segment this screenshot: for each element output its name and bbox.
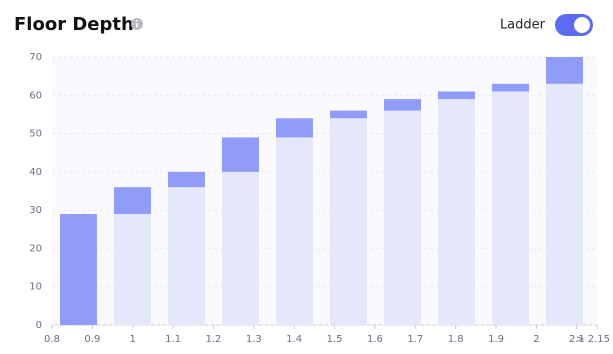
bar-base xyxy=(330,118,367,325)
bar-step xyxy=(60,213,97,325)
bar-base xyxy=(168,187,205,325)
x-tick-label: 1.9 xyxy=(488,334,504,345)
bar-base xyxy=(222,171,259,325)
x-tick-label: 1.3 xyxy=(246,334,262,345)
bar-step xyxy=(492,83,529,92)
y-tick-label: 10 xyxy=(29,282,42,293)
x-tick-label: > 2.15 xyxy=(576,334,610,345)
x-tick-label: 1.7 xyxy=(407,334,423,345)
bar-base xyxy=(438,99,475,325)
bar-base xyxy=(546,83,583,325)
y-tick-label: 50 xyxy=(29,129,42,140)
y-tick-label: 70 xyxy=(29,52,42,63)
x-tick-label: 0.9 xyxy=(84,334,100,345)
bar-base xyxy=(492,91,529,325)
x-tick-label: 1.4 xyxy=(286,334,302,345)
y-tick-label: 40 xyxy=(29,167,42,178)
x-tick-label: 1.5 xyxy=(327,334,343,345)
x-tick-label: 1.8 xyxy=(448,334,464,345)
bar-step xyxy=(330,110,367,119)
bar-step xyxy=(384,99,421,111)
x-tick-label: 2 xyxy=(533,334,539,345)
bar-base xyxy=(114,213,151,325)
bar-step xyxy=(276,118,313,138)
ladder-toggle[interactable] xyxy=(555,14,593,36)
x-tick-label: 0.8 xyxy=(44,334,60,345)
y-tick-label: 20 xyxy=(29,243,42,254)
toggle-label: Ladder xyxy=(500,18,546,33)
bar-step xyxy=(168,171,205,188)
bar-step xyxy=(546,57,583,84)
x-tick-label: 1 xyxy=(130,334,136,345)
x-tick-label: 1.1 xyxy=(165,334,181,345)
y-tick-label: 0 xyxy=(36,320,42,331)
bar-step xyxy=(438,91,475,100)
info-icon[interactable] xyxy=(131,18,143,30)
bar-base xyxy=(384,110,421,325)
x-tick-label: 1.6 xyxy=(367,334,383,345)
y-tick-label: 60 xyxy=(29,90,42,101)
y-tick-label: 30 xyxy=(29,205,42,216)
bar-base xyxy=(276,137,313,325)
chart-title: Floor Depth xyxy=(14,14,134,35)
bar-step xyxy=(114,187,151,214)
x-tick-label: 2.1 xyxy=(569,334,585,345)
bar-step xyxy=(222,137,259,172)
x-tick-label: 1.2 xyxy=(206,334,222,345)
